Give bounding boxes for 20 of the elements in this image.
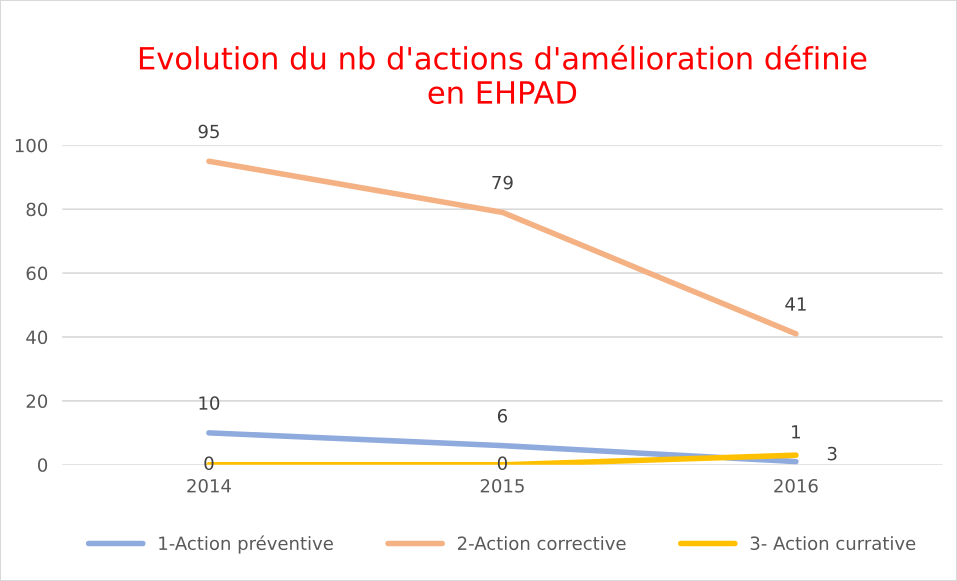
x-tick-label: 2016	[774, 479, 818, 493]
y-tick-label: 20	[26, 394, 48, 408]
x-tick-label: 2015	[480, 479, 524, 493]
data-label: 10	[199, 396, 220, 410]
legend-label: 2-Action corrective	[458, 536, 626, 550]
data-label: 95	[198, 124, 219, 138]
data-label: 3	[828, 446, 836, 460]
x-tick-label: 2014	[187, 479, 231, 493]
chart-title: Evolution du nb d'actions d'amélioration définie en EHPAD	[140, 44, 866, 104]
legend-label: 3- Action currative	[750, 536, 916, 550]
data-label: 6	[498, 409, 508, 423]
y-tick-label: 40	[26, 330, 48, 344]
y-tick-label: 60	[26, 266, 48, 280]
y-tick-label: 80	[26, 202, 48, 216]
legend-label: 1-Action préventive	[159, 535, 333, 554]
y-tick-label: 0	[38, 458, 48, 472]
data-label: 41	[785, 297, 806, 311]
data-label: 1	[792, 425, 800, 438]
y-tick-label: 100	[16, 138, 48, 152]
data-label: 79	[492, 176, 513, 190]
